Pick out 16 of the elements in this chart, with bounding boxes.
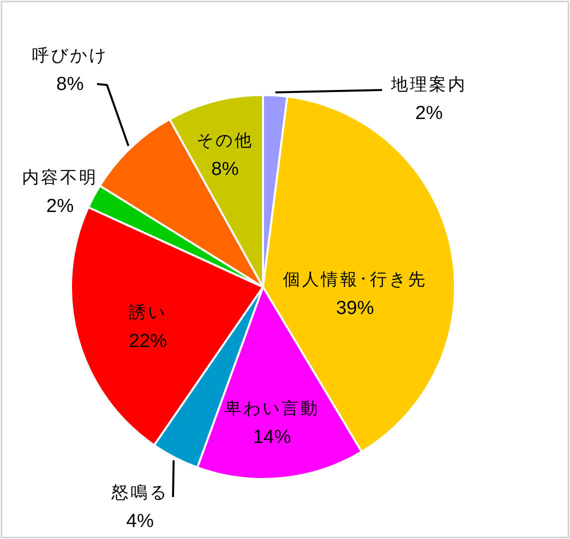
slice-label: 地理案内 xyxy=(390,75,467,95)
data-label: 39% xyxy=(336,298,374,319)
data-label: 8% xyxy=(56,74,84,95)
slice-label: 誘い xyxy=(129,303,167,323)
data-label: 22% xyxy=(128,331,168,352)
data-label: 8% xyxy=(211,159,239,180)
slice-label: 怒鳴る xyxy=(110,483,168,503)
slice-label: その他 xyxy=(196,131,254,151)
data-label: 2% xyxy=(415,103,443,124)
data-label: 2% xyxy=(46,196,74,217)
data-label: 4% xyxy=(126,511,154,532)
data-label: 14% xyxy=(252,427,292,448)
slice-label: 卑わい言動 xyxy=(224,399,320,419)
slice-label: 呼びかけ xyxy=(32,46,108,66)
slice-label: 個人情報･行き先 xyxy=(283,270,427,290)
slice-label: 内容不明 xyxy=(22,168,98,188)
